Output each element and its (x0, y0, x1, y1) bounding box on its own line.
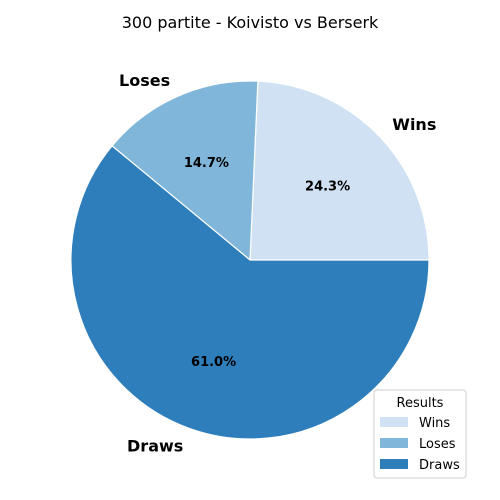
pct-label-wins: 24.3% (305, 180, 350, 195)
legend-label-draws: Draws (419, 458, 460, 473)
chart-title: 300 partite - Koivisto vs Berserk (122, 13, 379, 32)
pie-slice-wins (249, 80, 430, 261)
legend: Results Wins Loses Draws (373, 389, 467, 479)
legend-swatch-draws (380, 459, 408, 469)
slice-label-draws: Draws (127, 436, 183, 455)
pie-slice-draws (70, 145, 430, 440)
legend-entries: Wins Loses Draws (380, 416, 460, 473)
pie-slice-loses (111, 80, 259, 262)
legend-label-loses: Loses (419, 437, 456, 452)
pct-label-draws: 61.0% (191, 355, 236, 370)
pct-label-loses: 14.7% (184, 156, 229, 171)
legend-title: Results (397, 396, 444, 411)
legend-label-wins: Wins (419, 416, 450, 431)
slice-label-wins: Wins (392, 115, 436, 134)
pie-labels: Wins 24.3% Loses 14.7% Draws 61.0% (119, 71, 436, 455)
legend-swatch-wins (380, 417, 408, 427)
pie-slices (70, 80, 430, 440)
legend-frame (373, 389, 467, 479)
legend-swatch-loses (380, 438, 408, 448)
slice-label-loses: Loses (119, 71, 170, 90)
